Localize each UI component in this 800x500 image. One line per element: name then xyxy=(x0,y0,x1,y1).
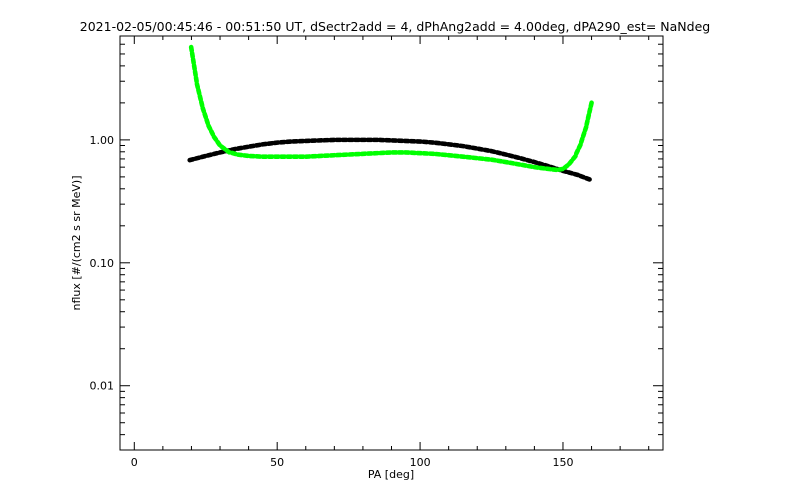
data-point xyxy=(512,154,521,161)
y-axis-label: nflux [#/(cm2 s sr MeV)] xyxy=(70,176,83,311)
data-point xyxy=(224,147,232,155)
data-point xyxy=(196,87,202,96)
data-point xyxy=(519,162,528,168)
data-point xyxy=(215,139,222,148)
x-axis-ticks: 0 50 100 150 xyxy=(131,36,650,469)
data-point xyxy=(501,159,510,165)
data-point xyxy=(562,163,570,170)
data-point xyxy=(578,136,585,145)
data-point xyxy=(482,147,491,153)
series-0 xyxy=(187,137,592,182)
data-point xyxy=(253,142,263,148)
data-point xyxy=(580,130,587,139)
data-point xyxy=(208,128,216,137)
data-point xyxy=(536,161,545,167)
data-point xyxy=(197,93,203,102)
data-point xyxy=(194,81,201,90)
data-point xyxy=(582,124,589,133)
data-point xyxy=(202,111,209,120)
data-point xyxy=(588,100,594,109)
data-point xyxy=(193,75,199,84)
data-point xyxy=(476,146,485,152)
data-point xyxy=(235,145,244,151)
data-point xyxy=(518,156,527,162)
data-point xyxy=(566,170,575,176)
data-point xyxy=(542,162,551,169)
data-point xyxy=(507,160,516,166)
data-point xyxy=(495,158,504,164)
data-point xyxy=(494,150,503,156)
data-point xyxy=(190,57,196,66)
data-point xyxy=(573,147,581,156)
data-point xyxy=(524,157,533,164)
data-point xyxy=(229,146,238,153)
data-point xyxy=(187,156,196,163)
data-point xyxy=(584,118,590,127)
chart-title: 2021-02-05/00:45:46 - 00:51:50 UT, dSect… xyxy=(80,19,710,34)
data-point xyxy=(506,153,515,159)
data-point xyxy=(204,117,211,126)
data-point xyxy=(513,161,522,167)
data-point xyxy=(576,142,583,151)
x-tick-label: 0 xyxy=(131,456,138,469)
data-point xyxy=(567,158,574,166)
data-point xyxy=(241,144,250,150)
data-point xyxy=(198,99,205,108)
x-tick-label: 50 xyxy=(270,456,284,469)
data-point xyxy=(488,148,497,155)
data-point xyxy=(205,152,214,158)
series-layer xyxy=(187,44,594,182)
series-1 xyxy=(188,44,594,173)
data-point xyxy=(583,175,592,182)
data-point xyxy=(500,151,509,157)
data-point xyxy=(229,150,238,157)
y-tick-label: 0.01 xyxy=(90,380,115,393)
y-tick-label: 0.10 xyxy=(90,257,115,270)
data-point xyxy=(199,153,208,160)
data-point xyxy=(585,112,592,121)
x-tick-label: 150 xyxy=(552,456,573,469)
data-point xyxy=(211,150,220,157)
data-point xyxy=(587,106,593,115)
y-tick-label: 1.00 xyxy=(90,134,115,147)
data-point xyxy=(200,105,207,114)
data-point xyxy=(192,69,198,78)
data-point xyxy=(570,153,578,162)
data-point xyxy=(189,50,196,60)
data-point xyxy=(217,149,226,155)
data-point xyxy=(464,144,473,150)
y-axis-ticks: 0.01 0.10 1.00 xyxy=(90,35,663,451)
data-point xyxy=(211,134,219,143)
data-point xyxy=(247,143,256,149)
data-point xyxy=(572,171,581,178)
data-point xyxy=(489,157,498,163)
x-axis-label: PA [deg] xyxy=(368,468,414,481)
data-point xyxy=(191,63,197,72)
data-point xyxy=(578,173,587,180)
data-point xyxy=(530,159,539,165)
data-point xyxy=(219,144,227,151)
data-point xyxy=(206,123,213,132)
data-point xyxy=(556,166,565,172)
data-point xyxy=(525,163,535,169)
data-point xyxy=(470,145,479,151)
data-point xyxy=(193,155,202,161)
x-tick-label: 100 xyxy=(410,456,431,469)
data-point xyxy=(188,44,195,53)
